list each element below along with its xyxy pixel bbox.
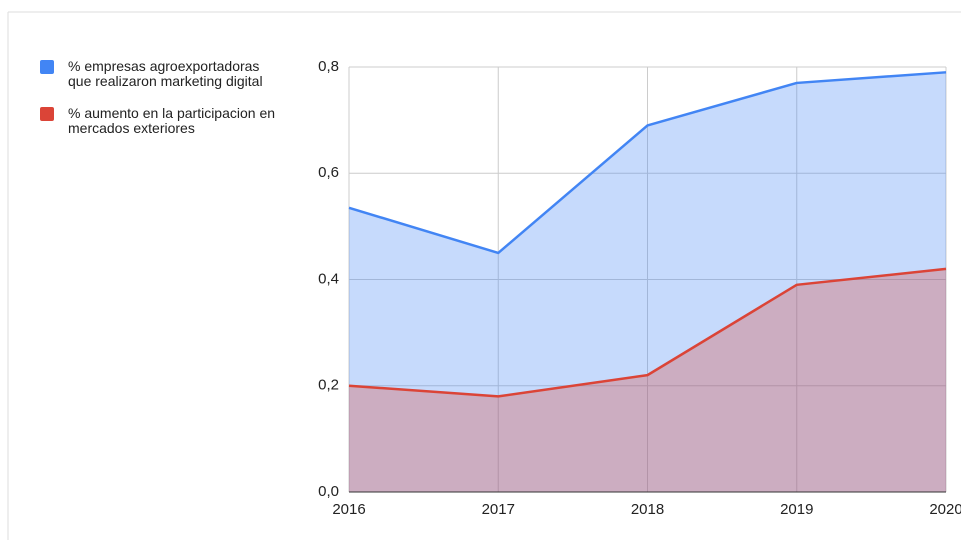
legend-item: % empresas agroexportadoras que realizar… <box>40 59 283 89</box>
x-tick-label: 2020 <box>929 501 961 518</box>
legend-item: % aumento en la participacion en mercado… <box>40 106 283 136</box>
x-tick-label: 2019 <box>780 501 813 518</box>
y-tick-label: 0,2 <box>318 377 339 394</box>
x-tick-label: 2018 <box>631 501 664 518</box>
y-tick-label: 0,6 <box>318 164 339 181</box>
y-tick-label: 0,8 <box>318 58 339 75</box>
area-fill <box>349 72 946 492</box>
legend-label: % aumento en la participacion en mercado… <box>68 105 276 136</box>
y-tick-label: 0,0 <box>318 483 339 500</box>
x-tick-label: 2016 <box>332 501 365 518</box>
area-fill <box>349 268 946 492</box>
series-line <box>348 71 947 255</box>
legend-swatch <box>40 60 54 74</box>
legend-label: % empresas agroexportadoras que realizar… <box>68 58 263 89</box>
series-line <box>348 267 947 398</box>
y-tick-label: 0,4 <box>318 270 339 287</box>
legend-swatch <box>40 107 54 121</box>
x-tick-label: 2017 <box>482 501 515 518</box>
